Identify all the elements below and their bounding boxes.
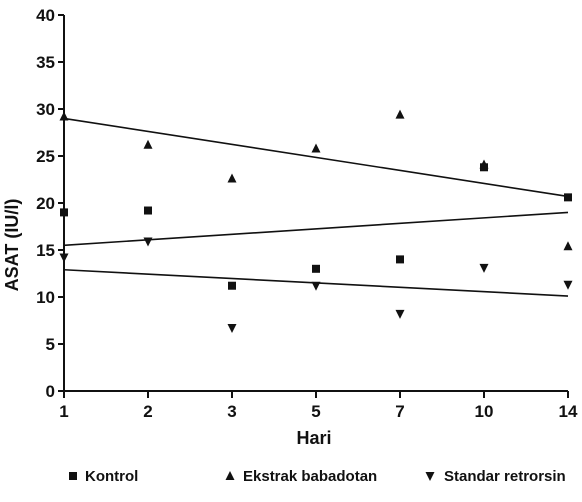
y-tick-label: 5 [46, 335, 55, 354]
x-axis: 1 2 3 5 7 10 14 [59, 390, 578, 421]
y-axis: 0 5 10 15 20 25 30 35 40 [36, 6, 65, 401]
data-point-ekstrak-babadotan [395, 109, 405, 119]
x-tick-label: 14 [559, 402, 578, 421]
data-point-kontrol [144, 206, 152, 215]
y-tick-label: 35 [36, 53, 55, 72]
x-axis-title: Hari [296, 428, 331, 448]
data-point-ekstrak-babadotan [227, 173, 237, 183]
data-point-ekstrak-babadotan [563, 241, 573, 251]
data-point-standar-retrorsin [227, 324, 237, 334]
data-point-standar-retrorsin [311, 281, 321, 291]
legend-marker [225, 471, 235, 480]
data-point-standar-retrorsin [59, 253, 69, 263]
y-tick-label: 40 [36, 6, 55, 25]
data-point-kontrol [312, 264, 320, 273]
y-tick-label: 0 [46, 382, 55, 401]
y-axis-title: ASAT (IU/l) [2, 199, 22, 292]
data-point-standar-retrorsin [479, 263, 489, 273]
legend-marker [425, 472, 435, 481]
y-tick-label: 20 [36, 194, 55, 213]
data-point-kontrol [396, 255, 404, 264]
y-tick-label: 15 [36, 241, 55, 260]
data-markers [59, 109, 573, 334]
x-tick-label: 1 [59, 402, 68, 421]
data-point-kontrol [564, 193, 572, 202]
data-point-standar-retrorsin [143, 237, 153, 247]
legend-marker [69, 472, 77, 480]
trend-line-ekstrak-babadotan [63, 117, 569, 198]
x-tick-label: 3 [227, 402, 236, 421]
data-point-ekstrak-babadotan [143, 139, 153, 149]
y-tick-label: 25 [36, 147, 55, 166]
data-point-kontrol [228, 281, 236, 290]
x-tick-label: 2 [143, 402, 152, 421]
x-tick-label: 7 [395, 402, 404, 421]
data-point-kontrol [60, 208, 68, 217]
trend-line-kontrol [63, 211, 569, 247]
data-point-standar-retrorsin [395, 309, 405, 319]
y-tick-label: 30 [36, 100, 55, 119]
x-tick-label: 5 [311, 402, 320, 421]
legend: Kontrol Ekstrak babadotan Standar retrorsi… [69, 468, 566, 485]
legend-label: Kontrol [85, 468, 138, 485]
x-tick-label: 10 [475, 402, 494, 421]
data-point-ekstrak-babadotan [479, 159, 489, 169]
legend-label: Ekstrak babadotan [243, 468, 377, 485]
data-point-ekstrak-babadotan [311, 143, 321, 153]
data-point-standar-retrorsin [563, 280, 573, 290]
y-tick-label: 10 [36, 288, 55, 307]
data-point-ekstrak-babadotan [59, 111, 69, 121]
legend-label: Standar retrorsin [444, 468, 566, 485]
